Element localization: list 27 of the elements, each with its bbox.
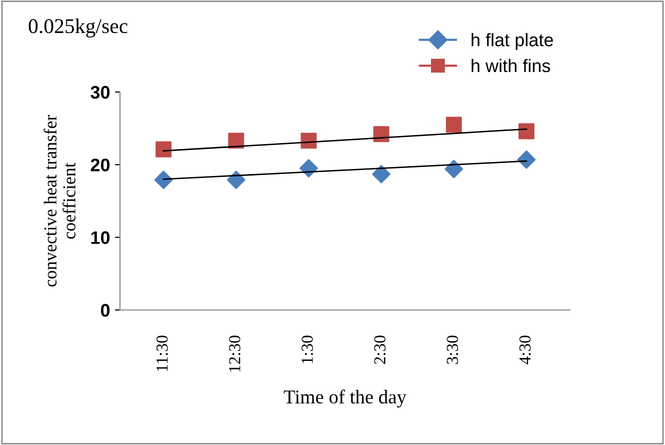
x-tick-label: 2:30 xyxy=(374,336,386,364)
point xyxy=(372,164,390,184)
x-tick-label: 4:30 xyxy=(519,336,531,364)
x-tick-label: 11:30 xyxy=(156,336,168,371)
point xyxy=(518,123,534,140)
x-tick-label: 1:30 xyxy=(302,336,313,364)
point xyxy=(373,126,390,142)
legend-label: h with fins xyxy=(472,58,550,72)
point xyxy=(226,170,246,190)
x-axis-title: Time of the day xyxy=(284,390,406,408)
y-axis-title: convective heat transfer coefficient xyxy=(44,114,76,287)
point xyxy=(300,159,318,178)
y-tick-label: 20 xyxy=(90,158,110,172)
point xyxy=(156,141,172,158)
x-tick-label: 3:30 xyxy=(446,336,458,364)
y-tick-label: 0 xyxy=(100,304,110,317)
point xyxy=(300,132,317,149)
point xyxy=(517,150,536,169)
x-tick-label: 12:30 xyxy=(229,336,240,372)
point xyxy=(228,132,244,149)
chart-title: 0.025kg/sec xyxy=(28,18,128,38)
y-tick-label: 10 xyxy=(91,231,110,244)
legend-label: h flat plate xyxy=(472,33,553,50)
point xyxy=(446,116,462,133)
point xyxy=(444,160,464,178)
point xyxy=(154,170,173,190)
y-tick-label: 30 xyxy=(90,86,110,99)
